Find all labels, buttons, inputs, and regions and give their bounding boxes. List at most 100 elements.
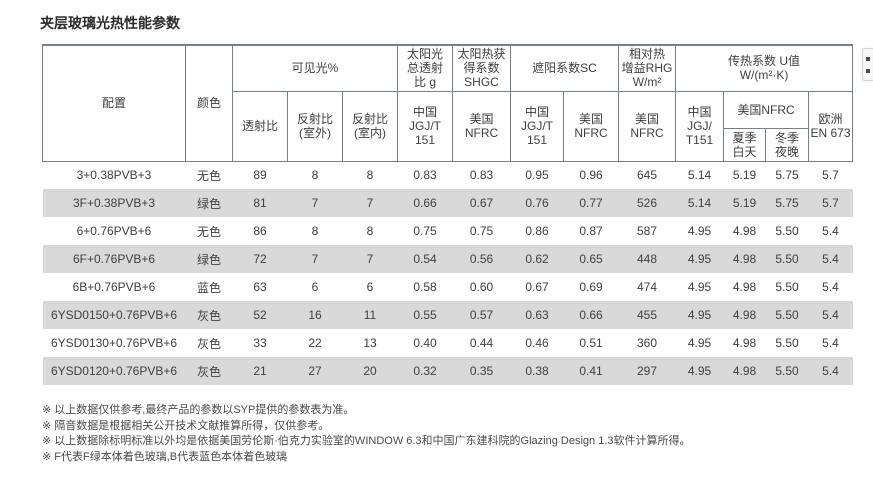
value-cell: 7 xyxy=(366,252,374,266)
config-cell: 3+0.38PVB+3 xyxy=(76,168,152,183)
col-group-rhg: 相对热 增益RHG W/m² xyxy=(618,44,677,92)
value-cell: 4.98 xyxy=(732,364,757,378)
footnote-line: ※ 隔音数据是根据相关公开技术文献推算所得，仅供参考。 xyxy=(42,419,330,432)
value-cell: 22 xyxy=(308,336,322,350)
value-cell: 6 xyxy=(366,280,374,294)
value-cell: 0.58 xyxy=(413,280,437,294)
header-row-3: 夏季 白天 冬季 夜晚 xyxy=(43,127,853,162)
table-row: 6F+0.76PVB+6 绿色 72 7 7 0.54 0.56 0.62 0.65 448 4.9… xyxy=(42,245,853,273)
value-cell: 0.67 xyxy=(525,280,549,294)
value-cell: 587 xyxy=(637,224,658,238)
value-cell: 0.75 xyxy=(469,224,494,238)
value-cell: 0.95 xyxy=(525,168,549,183)
value-cell: 4.98 xyxy=(732,252,757,266)
value-cell: 0.38 xyxy=(525,364,549,378)
value-cell: 0.77 xyxy=(579,196,603,210)
col-header-reflectance-indoor: 反射比 (室内) xyxy=(342,90,398,162)
col-header-u-europe: 欧洲 EN 673 xyxy=(808,90,854,162)
value-cell: 5.50 xyxy=(775,336,799,350)
value-cell: 645 xyxy=(637,168,658,183)
config-cell: 6YSD0120+0.76PVB+6 xyxy=(50,364,178,378)
value-cell: 0.51 xyxy=(579,336,603,350)
value-cell: 4.95 xyxy=(687,252,712,266)
table-row: 3F+0.38PVB+3 绿色 81 7 7 0.66 0.67 0.76 0.77 526 5.1… xyxy=(42,189,853,217)
value-cell: 0.55 xyxy=(413,308,437,322)
value-cell: 8 xyxy=(366,224,374,238)
page-content: 夹层玻璃光热性能参数 配置 颜色 可见光% 太阳光 总透射 比 g 太阳热获 得… xyxy=(40,15,873,465)
value-cell: 20 xyxy=(363,364,377,378)
value-cell: 33 xyxy=(253,336,267,350)
col-header-u-summer-day: 夏季 白天 xyxy=(723,127,767,162)
value-cell: 0.86 xyxy=(525,224,549,238)
value-cell: 5.50 xyxy=(775,224,799,238)
table-row: 6B+0.76PVB+6 蓝色 63 6 6 0.58 0.60 0.67 0.69 474 4.9… xyxy=(43,273,853,301)
value-cell: 360 xyxy=(637,336,658,350)
value-cell: 89 xyxy=(253,168,267,183)
col-header-u-winter-night: 冬季 夜晚 xyxy=(765,127,810,162)
table-row: 6YSD0130+0.76PVB+6 灰色 33 22 13 0.40 0.44 0.46 0.… xyxy=(43,329,853,357)
value-cell: 0.46 xyxy=(525,336,549,350)
col-group-sc: 遮阳系数SC xyxy=(509,44,620,92)
value-cell: 5.4 xyxy=(822,364,839,378)
value-cell: 448 xyxy=(637,252,658,266)
color-cell: 无色 xyxy=(196,168,221,183)
value-cell: 11 xyxy=(363,308,377,322)
footnote-line: ※ F代表F绿本体着色玻璃,B代表蓝色本体着色玻璃 xyxy=(42,450,288,463)
value-cell: 27 xyxy=(308,364,322,378)
value-cell: 5.75 xyxy=(775,196,799,210)
value-cell: 0.44 xyxy=(469,336,494,350)
value-cell: 0.60 xyxy=(469,280,494,294)
value-cell: 63 xyxy=(253,280,267,294)
col-header-rhg-us: 美国 NFRC xyxy=(618,90,677,162)
col-header-sc-china: 中国 JGJ/T 151 xyxy=(510,90,564,162)
color-cell: 绿色 xyxy=(196,252,221,267)
config-cell: 6+0.76PVB+6 xyxy=(76,224,152,238)
value-cell: 8 xyxy=(311,224,319,238)
config-cell: 6YSD0150+0.76PVB+6 xyxy=(50,308,178,322)
col-header-u-us-nfrc: 美国NFRC xyxy=(723,90,810,129)
col-header-color: 颜色 xyxy=(185,44,233,162)
value-cell: 4.98 xyxy=(732,280,757,294)
widget-icon xyxy=(866,69,870,73)
table-row: 3+0.38PVB+3 无色 89 8 8 0.83 0.83 0.95 0.96 645 5.14… xyxy=(43,161,853,189)
value-cell: 8 xyxy=(311,168,319,183)
config-cell: 6B+0.76PVB+6 xyxy=(72,280,156,294)
value-cell: 5.50 xyxy=(775,308,799,322)
col-group-solar-g: 太阳光 总透射 比 g xyxy=(397,44,453,92)
floating-side-widget[interactable] xyxy=(862,48,873,81)
value-cell: 7 xyxy=(311,252,319,266)
value-cell: 0.56 xyxy=(469,252,494,266)
value-cell: 5.14 xyxy=(687,168,712,183)
page-title: 夹层玻璃光热性能参数 xyxy=(40,15,180,31)
color-cell: 灰色 xyxy=(196,308,221,323)
col-group-shgc: 太阳热获 得系数 SHGC xyxy=(452,44,511,92)
value-cell: 0.83 xyxy=(413,168,437,183)
value-cell: 5.75 xyxy=(775,168,799,183)
value-cell: 5.4 xyxy=(822,224,839,238)
color-cell: 灰色 xyxy=(196,364,221,379)
table-body: 3+0.38PVB+3 无色 89 8 8 0.83 0.83 0.95 0.96 645 5.14… xyxy=(42,161,853,385)
color-cell: 灰色 xyxy=(196,336,221,351)
value-cell: 0.76 xyxy=(525,196,549,210)
value-cell: 4.98 xyxy=(732,336,757,350)
value-cell: 7 xyxy=(366,196,374,210)
col-header-reflectance-outdoor: 反射比 (室外) xyxy=(287,90,343,162)
value-cell: 0.54 xyxy=(413,252,437,266)
col-header-transmittance: 透射比 xyxy=(232,90,288,162)
config-cell: 6YSD0130+0.76PVB+6 xyxy=(50,336,178,350)
value-cell: 5.4 xyxy=(822,308,839,322)
value-cell: 0.69 xyxy=(579,280,603,294)
footnotes: ※ 以上数据仅供参考,最终产品的参数以SYP提供的参数表为准。 ※ 隔音数据是根… xyxy=(42,403,873,465)
value-cell: 5.7 xyxy=(822,168,839,183)
widget-icon xyxy=(866,57,870,61)
value-cell: 0.35 xyxy=(469,364,494,378)
value-cell: 0.63 xyxy=(525,308,549,322)
value-cell: 86 xyxy=(253,224,267,238)
value-cell: 0.96 xyxy=(579,168,603,183)
value-cell: 21 xyxy=(253,364,267,378)
value-cell: 5.19 xyxy=(732,196,757,210)
value-cell: 474 xyxy=(637,280,658,294)
value-cell: 7 xyxy=(311,196,319,210)
col-group-u-value: 传热系数 U值 W/(m²·K) xyxy=(675,44,854,92)
value-cell: 0.62 xyxy=(525,252,549,266)
